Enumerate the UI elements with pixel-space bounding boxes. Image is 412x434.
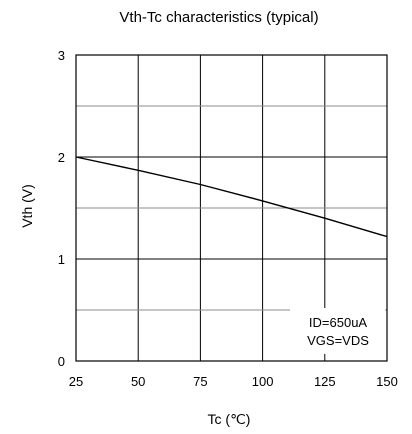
condition-id: ID=650uA [309, 315, 368, 330]
x-tick-label: 75 [193, 374, 207, 389]
y-tick-label: 3 [58, 48, 65, 63]
x-tick-label: 150 [376, 374, 398, 389]
y-tick-label: 0 [58, 354, 65, 369]
y-tick-labels: 0 1 2 3 [58, 48, 65, 369]
conditions-box: ID=650uA VGS=VDS [290, 308, 385, 354]
y-tick-label: 2 [58, 150, 65, 165]
x-tick-label: 25 [69, 374, 83, 389]
y-axis-label: Vth (V) [19, 184, 35, 228]
x-tick-labels: 25 50 75 100 125 150 [69, 374, 398, 389]
series-layer [75, 156, 388, 238]
y-tick-label: 1 [58, 252, 65, 267]
x-tick-label: 125 [314, 374, 336, 389]
plot-frame [75, 54, 388, 362]
chart-title: Vth-Tc characteristics (typical) [119, 9, 318, 26]
conditions-box-bg [290, 308, 385, 354]
x-tick-label: 50 [131, 374, 145, 389]
grid-layer [76, 55, 387, 361]
x-axis-label: Tc (℃) [208, 411, 251, 427]
series-line [75, 156, 388, 238]
x-tick-label: 100 [252, 374, 274, 389]
condition-vgs: VGS=VDS [307, 333, 369, 348]
